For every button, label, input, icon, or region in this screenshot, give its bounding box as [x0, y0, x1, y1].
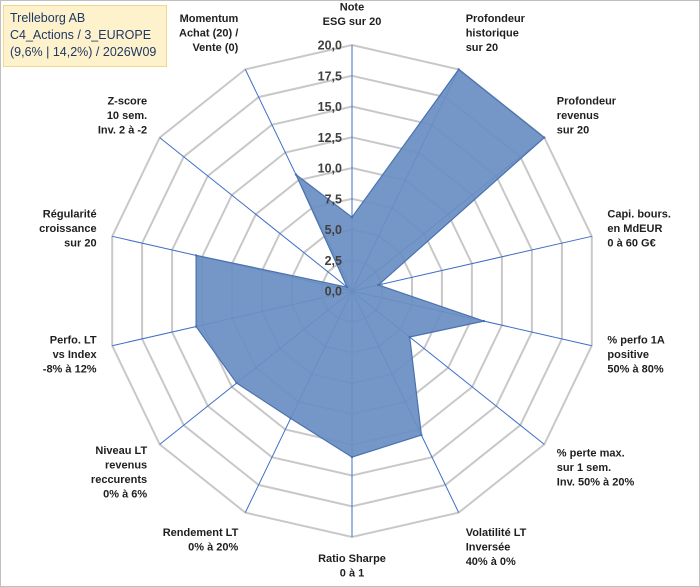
axis-label-line: % perfo 1A: [607, 334, 665, 346]
chart-title-box: Trelleborg AB C4_Actions / 3_EUROPE (9,6…: [3, 5, 167, 67]
axis-label-line: Inversée: [466, 542, 511, 554]
data-point: [420, 433, 423, 437]
axis-label: Volatilité LT Inversée 40% à 0%: [466, 527, 527, 568]
axis-label-line: historique: [466, 27, 519, 39]
axis-label-line: Inv. 2 à -2: [98, 124, 147, 136]
axis-label-line: 10 sem.: [107, 110, 147, 122]
axis-spoke: [351, 235, 592, 292]
axis-label-line: en MdEUR: [607, 223, 662, 235]
radar-tick-labels: 0,0 2,5 5,0 7,5 10,0 12,5 15,0 17,5 20,0: [318, 39, 342, 299]
data-point: [194, 325, 198, 328]
axis-label: Régularité croissance sur 20: [39, 209, 96, 250]
axis-label-line: Régularité: [43, 209, 97, 221]
tick-label: 0,0: [325, 285, 342, 299]
data-point: [289, 417, 292, 420]
axis-label-line: revenus: [105, 459, 147, 471]
axis-label-line: Profondeur: [557, 95, 617, 107]
axis-spoke: [159, 137, 353, 292]
data-point: [408, 335, 411, 339]
axis-label-line: 0% à 6%: [103, 488, 147, 500]
portfolio-path: C4_Actions / 3_EUROPE: [10, 28, 152, 42]
radar-series: [194, 68, 546, 459]
axis-label-line: positive: [607, 349, 649, 361]
tick-label: 7,5: [325, 192, 342, 206]
tick-label: 2,5: [325, 254, 342, 268]
axis-label-line: 40% à 0%: [466, 556, 516, 568]
axis-label-line: Note: [340, 2, 364, 14]
axis-label: Z-score 10 sem. Inv. 2 à -2: [98, 95, 147, 136]
axis-label-line: -8% à 12%: [43, 363, 97, 375]
axis-label-line: Volatilité LT: [466, 527, 527, 539]
axis-label-line: 0 à 1: [340, 568, 364, 580]
data-point: [346, 286, 349, 289]
axis-label-line: Momentum: [180, 13, 239, 25]
data-point: [482, 319, 486, 323]
axis-label: Ratio Sharpe 0 à 1: [318, 553, 386, 580]
axis-label: Profondeur revenus sur 20: [557, 95, 617, 136]
company-name: Trelleborg AB: [10, 11, 86, 25]
axis-label-line: Perfo. LT: [50, 334, 97, 346]
axis-label: Momentum Achat (20) / Vente (0): [179, 13, 239, 54]
axis-label-line: Rendement LT: [163, 527, 239, 539]
axis-label-line: sur 20: [557, 124, 589, 136]
axis-label-line: 0 à 60 G€: [607, 238, 655, 250]
tick-label: 12,5: [318, 131, 342, 145]
axis-label: Rendement LT 0% à 20%: [163, 527, 239, 554]
axis-label-line: Niveau LT: [95, 445, 147, 457]
axis-label-line: sur 20: [64, 238, 96, 250]
data-point: [235, 381, 238, 385]
tick-label: 5,0: [325, 223, 342, 237]
data-point: [294, 173, 298, 176]
axis-label-line: reccurents: [91, 474, 147, 486]
data-point: [377, 283, 380, 287]
axis-label-line: Capi. bours.: [607, 209, 671, 221]
axis-label-line: Profondeur: [466, 13, 526, 25]
axis-label-line: sur 20: [466, 42, 498, 54]
axis-label-line: croissance: [39, 223, 96, 235]
axis-label-line: Achat (20) /: [179, 27, 238, 39]
tick-label: 20,0: [318, 39, 342, 53]
axis-label-line: 50% à 80%: [607, 363, 663, 375]
axis-label-line: 0% à 20%: [188, 542, 238, 554]
data-point: [350, 455, 354, 459]
axis-label-line: ESG sur 20: [323, 16, 382, 28]
radar-axis-labels: Note ESG sur 20 Profondeur historique sur 20…: [39, 2, 671, 580]
axis-label-line: Ratio Sharpe: [318, 553, 386, 565]
data-point: [457, 68, 460, 71]
performance-period: (9,6% | 14,2%) / 2026W09: [10, 45, 157, 59]
axis-label: % perfo 1A positive 50% à 80%: [607, 334, 665, 375]
tick-label: 15,0: [318, 100, 342, 114]
data-point: [543, 136, 546, 139]
tick-label: 10,0: [318, 162, 342, 176]
axis-label-line: Z-score: [107, 95, 147, 107]
data-point: [350, 216, 354, 219]
axis-label-line: Inv. 50% à 20%: [557, 477, 635, 489]
axis-label-line: revenus: [557, 110, 599, 122]
axis-label: Niveau LT revenus reccurents 0% à 6%: [91, 445, 148, 501]
axis-label-line: Vente (0): [192, 42, 238, 54]
data-point: [194, 254, 198, 257]
axis-label: Perfo. LT vs Index -8% à 12%: [43, 334, 98, 375]
axis-label-line: vs Index: [53, 349, 98, 361]
axis-label-line: sur 1 sem.: [557, 462, 611, 474]
axis-label: Capi. bours. en MdEUR 0 à 60 G€: [607, 209, 671, 250]
axis-label: Profondeur historique sur 20: [466, 13, 526, 54]
tick-label: 17,5: [318, 69, 342, 83]
axis-label: Note ESG sur 20: [323, 2, 382, 29]
axis-label: % perte max. sur 1 sem. Inv. 50% à 20%: [557, 448, 635, 489]
axis-label-line: % perte max.: [557, 448, 625, 460]
